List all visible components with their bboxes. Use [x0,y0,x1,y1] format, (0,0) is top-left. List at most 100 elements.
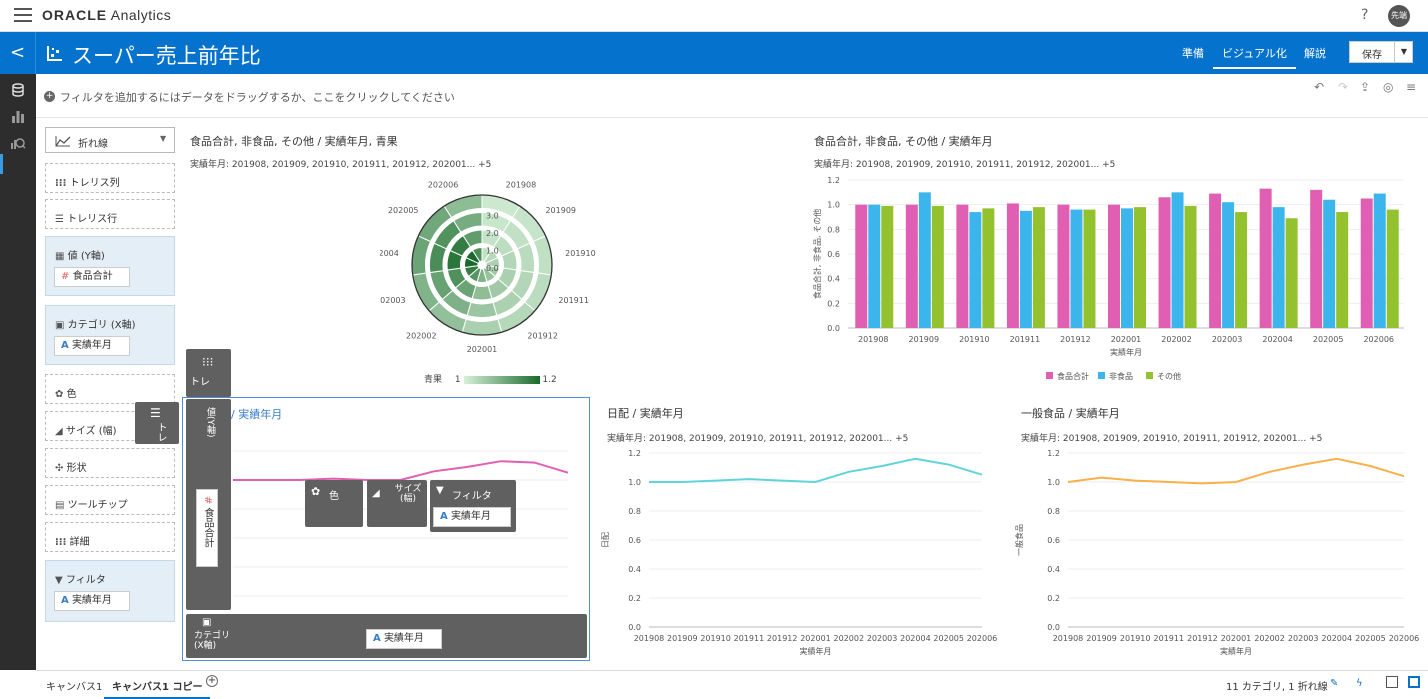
drop-zone-label: カテゴリ(X軸) [194,631,231,651]
filter-pill[interactable]: A 実績年月 [433,507,511,527]
shelf-color[interactable]: ✿ 色 [45,374,175,404]
viz-type-selector[interactable]: 折れ線 ▼ [45,127,175,153]
project-header [0,32,1428,74]
canvas-tab[interactable]: キャンバス1 [46,682,103,693]
drop-zone-size[interactable]: ◢ サイズ(幅) [367,480,427,527]
chevron-down-icon[interactable]: ▼ [1394,42,1413,62]
x-tick-label: 202006 [1389,634,1420,643]
shape-icon: ✣ [55,463,64,474]
more-menu-icon[interactable]: ≡ [1406,80,1417,94]
polar-chart[interactable]: 201908 201909 201910 201911 201912 202001 2020… [380,180,600,360]
drop-zone-filter[interactable]: ▼ フィルタ A 実績年月 [430,480,516,532]
smart-insights-icon[interactable]: ✎ [1330,678,1339,689]
bar [918,192,931,328]
viz-title: 一般食品 / 実績年月 [1021,407,1120,420]
bar [1323,199,1336,328]
x-tick-label: 201912 [1187,634,1218,643]
legend-label: 青果 [424,375,443,385]
legend-max: 1.2 [542,375,557,385]
legend-min: 1 [454,375,461,385]
bar-chart[interactable]: 0.0 0.2 0.4 0.6 0.8 1.0 1.2 201908 201909 201910 2… [808,172,1414,390]
tab-prepare[interactable]: 準備 [1182,47,1204,60]
drop-zone-values-y[interactable]: 値(Y軸) # 食品合計 [186,399,231,610]
values-pill[interactable]: # 食品合計 [196,489,218,567]
viz-polar-heatmap[interactable]: 食品合計, 非食品, その他 / 実績年月, 青果 実績年月: 201908, … [190,133,590,383]
attribute-icon: ▣ [55,320,65,331]
help-icon[interactable]: ? [1361,7,1369,23]
drop-zone-color[interactable]: ✿ 色 [305,480,363,527]
chevron-down-icon[interactable]: ▼ [160,134,167,143]
add-canvas-icon[interactable]: + [206,675,218,687]
shelf-detail[interactable]: ⁝⁝⁝ 詳細 [45,522,175,552]
lightning-icon[interactable]: ϟ [1356,678,1363,689]
drop-zone-trellis-rows[interactable]: ☰ トレ [135,402,179,444]
polar-cell [461,318,503,336]
grammar-toggle-icon[interactable] [1408,676,1420,688]
shelf-shape-label: ✣ 形状 [55,459,87,474]
drop-zone-trellis-columns[interactable]: ⁝⁝⁝ トレ [186,349,231,397]
pill-label: 食品合計 [202,507,213,548]
category-pill[interactable]: A 実績年月 [54,336,130,356]
category-pill[interactable]: A 実績年月 [366,629,442,649]
drop-zone-label: 値(Y軸) [205,407,215,438]
attribute-icon: A [61,340,69,351]
bar [1272,207,1285,328]
legend-swatch [1046,372,1053,379]
shelf-color-label: ✿ 色 [55,385,77,400]
measure-icon: # [202,496,213,505]
analytics-icon[interactable] [10,134,26,150]
shelf-category-x[interactable]: ▣ カテゴリ (X軸) A 実績年月 [45,305,175,365]
save-button[interactable]: 保存 ▼ [1349,41,1413,63]
y-tick-label: 0.0 [827,324,840,333]
shelf-shape[interactable]: ✣ 形状 [45,448,175,478]
redo-icon[interactable]: ↷ [1338,80,1349,94]
x-tick-label: 202002 [1161,335,1192,344]
export-icon[interactable]: ⇪ [1360,80,1371,94]
tab-visualize[interactable]: ビジュアル化 [1213,45,1296,69]
shelf-values-y[interactable]: ▦ 値 (Y軸) # 食品合計 [45,236,175,296]
polar-category-label: 201910 [565,249,596,258]
values-icon: ▦ [55,251,65,262]
legend-swatch [1098,372,1105,379]
y-tick-label: 0.6 [628,536,641,545]
shelf-filter[interactable]: ▼ フィルタ A 実績年月 [45,560,175,622]
filter-pill[interactable]: A 実績年月 [54,591,130,611]
x-tick-label: 202005 [1313,335,1344,344]
avatar[interactable]: 先端 [1388,5,1410,27]
ring-tick-label: 2.0 [486,229,499,238]
shelf-trellis-columns[interactable]: ⁝⁝⁝ トレリス列 [45,163,175,193]
series-line [233,460,569,481]
panel-toggle-icon[interactable] [1386,676,1398,688]
add-filter-icon[interactable]: + [44,91,55,102]
filter-bar[interactable]: + フィルタを追加するにはデータをドラッグするか、ここをクリックしてください [36,74,1428,118]
bar [1360,198,1373,328]
tab-narrate[interactable]: 解説 [1304,47,1326,60]
y-tick-label: 1.2 [1047,449,1060,458]
values-pill[interactable]: # 食品合計 [54,267,130,287]
menu-icon[interactable] [14,8,32,22]
shelf-values-label: ▦ 値 (Y軸) [55,247,105,262]
attribute-icon: ▣ [202,617,212,628]
filter-bar-hint[interactable]: フィルタを追加するにはデータをドラッグするか、ここをクリックしてください [60,91,455,104]
back-button[interactable]: < [0,32,36,74]
database-icon[interactable] [10,82,26,98]
shelf-tooltip[interactable]: ▤ ツールチップ [45,485,175,515]
present-icon[interactable]: ◎ [1383,80,1394,94]
pill-label: 実績年月 [450,511,491,522]
selected-line-chart[interactable]: 2019082019092019102019112019122020012020… [183,430,589,645]
shelf-trellis-rows-label: ☰ トレリス行 [55,210,117,225]
left-rail [0,74,36,670]
shelf-label-text: 値 (Y軸) [67,251,105,262]
y-tick-label: 0.6 [1047,536,1060,545]
shelf-trellis-rows[interactable]: ☰ トレリス行 [45,199,175,229]
pill-label: 実績年月 [71,340,112,351]
x-tick-label: 201912 [767,634,798,643]
polar-outline [411,194,553,336]
undo-icon[interactable]: ↶ [1314,80,1325,94]
chart-bars-icon[interactable] [10,108,26,124]
pill-label: 実績年月 [383,633,424,644]
drop-zone-label: トレ [190,377,210,388]
drop-zone-category-x[interactable]: ▣ カテゴリ(X軸) A 実績年月 [186,614,587,658]
